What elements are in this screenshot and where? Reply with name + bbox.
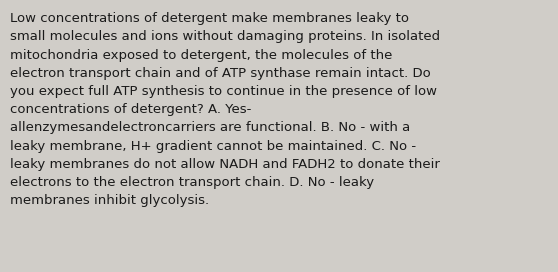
Text: Low concentrations of detergent make membranes leaky to
small molecules and ions: Low concentrations of detergent make mem… <box>10 12 440 207</box>
